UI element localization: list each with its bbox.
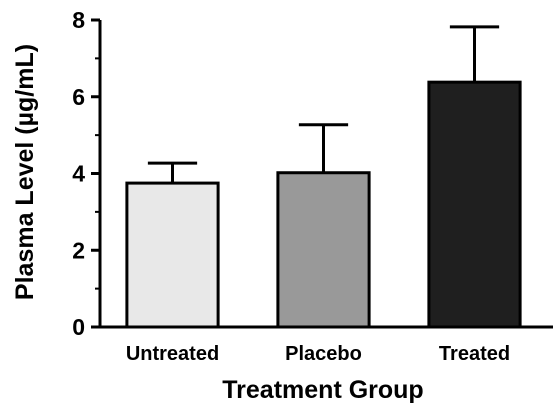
x-tick-label: Placebo [285, 343, 362, 365]
x-tick-labels: Untreated Placebo Treated [126, 343, 510, 365]
y-tick-label: 6 [72, 84, 85, 110]
y-tick-label: 8 [72, 7, 85, 33]
x-tick-label: Untreated [126, 343, 219, 365]
y-tick-label: 0 [72, 314, 85, 340]
bar-treated [427, 80, 522, 329]
bar-placebo [276, 171, 371, 329]
y-ticks: 0 2 4 6 8 [72, 7, 100, 340]
y-axis-title: Plasma Level (µg/mL) [11, 44, 39, 300]
x-axis-title: Treatment Group [222, 376, 423, 404]
x-tick-label: Treated [439, 343, 510, 365]
bar-untreated [125, 181, 220, 329]
y-tick-label: 2 [72, 237, 85, 263]
y-tick-label: 4 [72, 161, 85, 187]
bars [125, 25, 522, 329]
